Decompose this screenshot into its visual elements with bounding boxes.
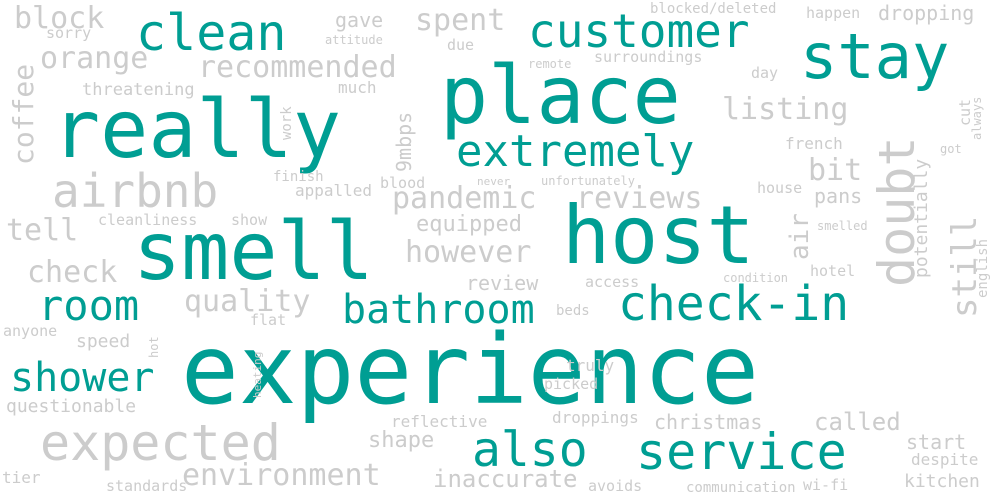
word-picked: picked <box>544 375 599 393</box>
word-however: however <box>405 235 532 270</box>
word-reflective: reflective <box>391 412 488 431</box>
word-heating: heating <box>251 351 264 398</box>
word-hotel: hotel <box>810 262 856 280</box>
word-listing: listing <box>722 92 849 127</box>
word-threatening: threatening <box>82 80 195 100</box>
word-start: start <box>906 430 967 454</box>
word-coffee: coffee <box>7 63 40 165</box>
word-unfortunately: unfortunately <box>541 174 635 188</box>
word-appalled: appalled <box>295 181 373 200</box>
word-really: really <box>52 83 341 176</box>
word-pandemic: pandemic <box>392 181 537 216</box>
word-never: never <box>477 175 511 188</box>
word-blocked-deleted: blocked/deleted <box>650 1 777 17</box>
word-attitude: attitude <box>325 33 383 47</box>
word-communication: communication <box>686 480 796 496</box>
word-smelled: smelled <box>817 219 868 233</box>
word-also: also <box>472 422 588 478</box>
word-place: place <box>440 49 681 142</box>
word-standards: standards <box>106 477 188 495</box>
word-house: house <box>757 179 803 197</box>
word-truly: truly <box>566 356 615 375</box>
word-pans: pans <box>814 184 863 208</box>
word-potentially: potentially <box>911 158 932 278</box>
word-questionable: questionable <box>6 396 137 417</box>
word-equipped: equipped <box>416 212 522 237</box>
word-french: french <box>785 134 843 153</box>
word-called: called <box>814 408 901 436</box>
word-speed: speed <box>76 331 131 352</box>
word-spent: spent <box>415 3 506 38</box>
word-air: air <box>785 213 815 260</box>
word-condition: condition <box>723 271 789 285</box>
word-surroundings: surroundings <box>594 48 703 66</box>
word-inaccurate: inaccurate <box>433 465 578 493</box>
word-quality: quality <box>184 284 311 319</box>
word-tier: tier <box>2 468 41 487</box>
word-shape: shape <box>368 428 435 453</box>
word-environment: environment <box>182 458 381 493</box>
word-hot: hot <box>147 336 161 358</box>
word-day: day <box>751 64 779 82</box>
word-despite: despite <box>911 450 979 469</box>
word-stay: stay <box>800 20 950 93</box>
word-got: got <box>940 142 962 156</box>
word-block: block <box>14 1 105 36</box>
word-smell: smell <box>133 205 374 298</box>
word-due: due <box>447 36 475 54</box>
word-christmas: christmas <box>654 410 763 434</box>
word-extremely: extremely <box>456 126 695 177</box>
word-beds: beds <box>556 303 590 319</box>
word-english: english <box>975 238 991 298</box>
word-expected: expected <box>40 414 281 472</box>
word-room: room <box>38 281 140 330</box>
word-recommended: recommended <box>198 50 397 85</box>
word-tell: tell <box>6 213 79 248</box>
word-dropping: dropping <box>878 1 975 25</box>
word-reviews: reviews <box>576 181 703 216</box>
word-bathroom: bathroom <box>342 287 535 333</box>
word-show: show <box>231 211 268 229</box>
word-orange: orange <box>40 41 149 76</box>
word-clean: clean <box>136 4 287 62</box>
word-access: access <box>585 273 640 291</box>
word-happen: happen <box>806 4 861 22</box>
word-blood: blood <box>380 174 426 192</box>
word-experience: experience <box>181 314 759 426</box>
word-finish: finish <box>273 169 324 185</box>
word-anyone: anyone <box>3 322 58 340</box>
word-always: always <box>970 96 984 140</box>
word-remote: remote <box>528 57 572 71</box>
word-flat: flat <box>250 311 287 329</box>
word-kitchen: kitchen <box>904 471 980 492</box>
word-cleanliness: cleanliness <box>98 211 198 229</box>
word-bit: bit <box>808 153 863 188</box>
word-wi-fi: wi-fi <box>803 476 849 494</box>
word-customer: customer <box>528 4 750 58</box>
word-much: much <box>338 78 377 97</box>
word-avoids: avoids <box>588 477 643 495</box>
word-host: host <box>562 189 755 282</box>
word-airbnb: airbnb <box>52 164 219 218</box>
word-work: work <box>279 106 295 140</box>
word-sorry: sorry <box>46 24 92 42</box>
word-shower: shower <box>10 355 155 401</box>
word-check: check <box>27 255 118 290</box>
word-review: review <box>466 271 539 295</box>
word-service: service <box>636 423 847 481</box>
word-gave: gave <box>335 8 384 32</box>
word-droppings: droppings <box>552 408 639 427</box>
word-check-in: check-in <box>618 276 850 332</box>
word-9mbps: 9mbps <box>392 111 416 172</box>
